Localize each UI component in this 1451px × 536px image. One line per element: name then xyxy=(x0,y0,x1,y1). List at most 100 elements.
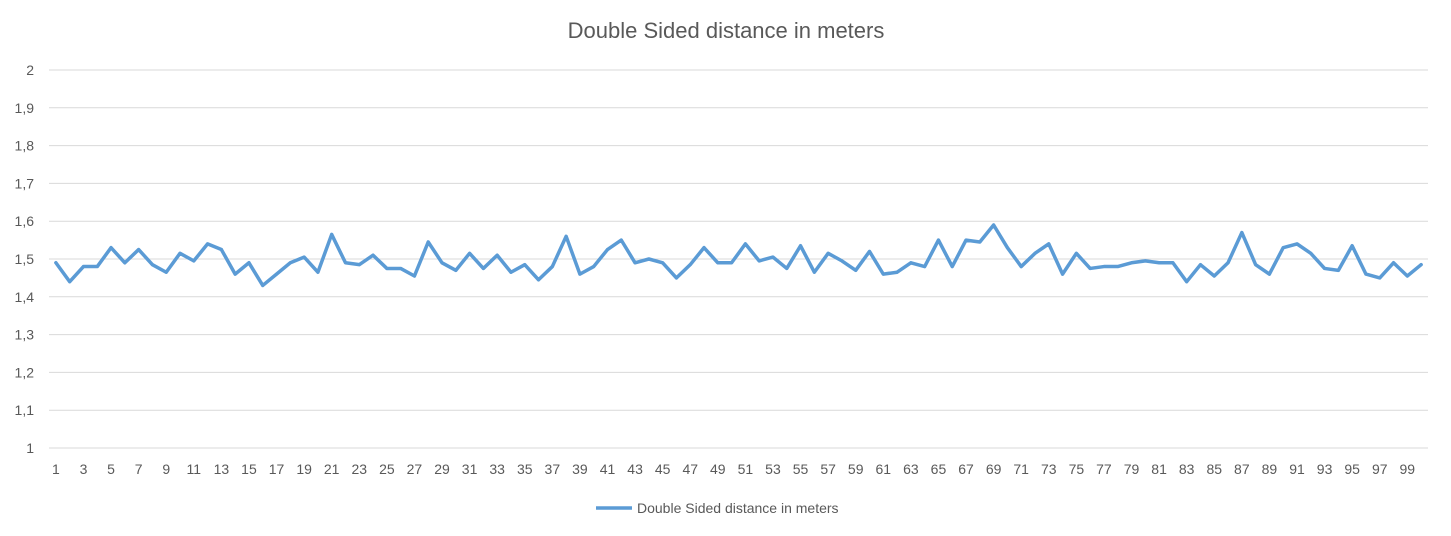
x-tick-label: 27 xyxy=(407,461,423,477)
y-tick-label: 1,9 xyxy=(15,100,35,116)
data-point xyxy=(1061,272,1065,276)
x-axis-ticks: 1 3 5 7 9 11 13 15 17 19 21 23 25 27 29 31 33 35 37 39 41 43 4… xyxy=(52,461,1415,477)
data-point xyxy=(1143,259,1147,263)
data-point xyxy=(964,238,968,242)
data-point xyxy=(1350,244,1354,248)
data-point xyxy=(481,266,485,270)
data-point xyxy=(1157,261,1161,265)
y-tick-label: 2 xyxy=(26,62,34,78)
data-point xyxy=(1074,251,1078,255)
data-point xyxy=(978,240,982,244)
data-point xyxy=(854,268,858,272)
x-tick-label: 65 xyxy=(931,461,947,477)
data-point xyxy=(1392,261,1396,265)
data-point xyxy=(550,265,554,269)
data-point xyxy=(688,263,692,267)
data-point xyxy=(674,276,678,280)
x-tick-label: 73 xyxy=(1041,461,1057,477)
data-point xyxy=(1033,251,1037,255)
y-axis-ticks: 1 1,1 1,2 1,3 1,4 1,5 1,6 1,7 1,8 1,9 2 xyxy=(15,62,35,456)
data-point xyxy=(1295,242,1299,246)
data-point xyxy=(812,270,816,274)
x-tick-label: 19 xyxy=(296,461,312,477)
x-tick-label: 95 xyxy=(1344,461,1360,477)
x-tick-label: 37 xyxy=(545,461,561,477)
data-point xyxy=(1378,276,1382,280)
data-point xyxy=(1254,263,1258,267)
legend-label: Double Sided distance in meters xyxy=(637,500,839,516)
x-tick-label: 91 xyxy=(1289,461,1305,477)
data-point xyxy=(81,265,85,269)
data-point xyxy=(54,261,58,265)
data-point xyxy=(357,263,361,267)
data-point xyxy=(1088,266,1092,270)
x-tick-label: 79 xyxy=(1124,461,1140,477)
x-tick-label: 99 xyxy=(1400,461,1416,477)
data-point xyxy=(1281,246,1285,250)
data-point xyxy=(605,248,609,252)
data-point xyxy=(302,255,306,259)
x-tick-label: 21 xyxy=(324,461,340,477)
x-tick-label: 55 xyxy=(793,461,809,477)
x-tick-label: 49 xyxy=(710,461,726,477)
data-point xyxy=(330,232,334,236)
data-point xyxy=(757,259,761,263)
x-tick-label: 77 xyxy=(1096,461,1112,477)
data-point xyxy=(454,268,458,272)
data-point xyxy=(923,265,927,269)
data-point xyxy=(1309,251,1313,255)
data-point xyxy=(509,270,513,274)
data-point xyxy=(633,261,637,265)
x-tick-label: 31 xyxy=(462,461,478,477)
y-tick-label: 1,1 xyxy=(15,402,35,418)
data-point xyxy=(233,272,237,276)
y-tick-label: 1,8 xyxy=(15,138,35,154)
series-points xyxy=(54,223,1423,287)
data-point xyxy=(1267,272,1271,276)
x-tick-label: 63 xyxy=(903,461,919,477)
data-point xyxy=(936,238,940,242)
data-point xyxy=(716,261,720,265)
data-point xyxy=(1212,274,1216,278)
x-tick-label: 93 xyxy=(1317,461,1333,477)
x-tick-label: 69 xyxy=(986,461,1002,477)
data-point xyxy=(371,253,375,257)
x-tick-label: 3 xyxy=(80,461,88,477)
data-point xyxy=(164,270,168,274)
data-point xyxy=(316,270,320,274)
x-tick-label: 47 xyxy=(682,461,698,477)
data-point xyxy=(868,249,872,253)
data-point xyxy=(1336,268,1340,272)
data-point xyxy=(537,278,541,282)
x-tick-label: 7 xyxy=(135,461,143,477)
data-point xyxy=(881,272,885,276)
data-point xyxy=(578,272,582,276)
x-tick-label: 9 xyxy=(162,461,170,477)
x-tick-label: 51 xyxy=(738,461,754,477)
x-tick-label: 81 xyxy=(1151,461,1167,477)
y-tick-label: 1,3 xyxy=(15,327,35,343)
x-tick-label: 35 xyxy=(517,461,533,477)
data-point xyxy=(1419,263,1423,267)
data-point xyxy=(261,283,265,287)
data-point xyxy=(275,272,279,276)
data-point xyxy=(385,266,389,270)
gridlines xyxy=(49,69,1428,449)
data-point xyxy=(137,248,141,252)
data-point xyxy=(1130,261,1134,265)
data-point xyxy=(440,261,444,265)
data-point xyxy=(68,280,72,284)
data-point xyxy=(592,265,596,269)
data-point xyxy=(895,270,899,274)
y-tick-label: 1,6 xyxy=(15,213,35,229)
x-tick-label: 97 xyxy=(1372,461,1388,477)
y-tick-label: 1,7 xyxy=(15,175,35,191)
x-tick-label: 13 xyxy=(214,461,230,477)
data-point xyxy=(219,248,223,252)
data-point xyxy=(523,263,527,267)
data-point xyxy=(1364,272,1368,276)
data-point xyxy=(1240,231,1244,235)
data-point xyxy=(564,234,568,238)
data-point xyxy=(785,266,789,270)
